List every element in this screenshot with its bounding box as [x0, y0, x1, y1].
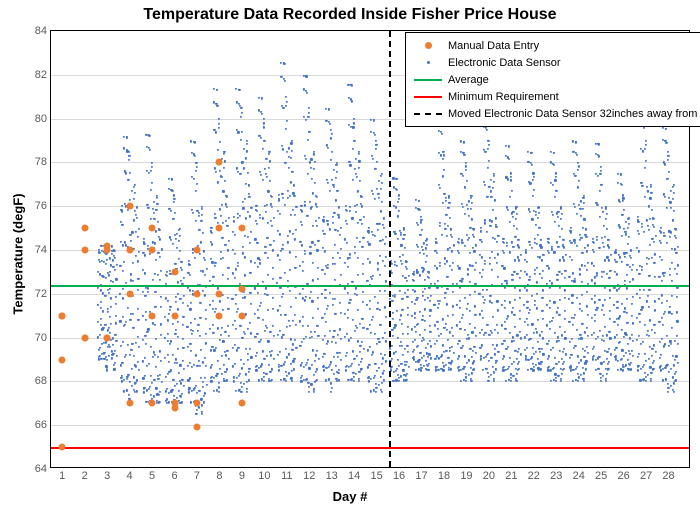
gridline	[51, 425, 689, 426]
sensor-moved-line	[389, 31, 391, 467]
y-tick-label: 78	[35, 156, 51, 168]
y-tick-label: 76	[35, 200, 51, 212]
x-tick-label: 17	[415, 467, 427, 482]
x-tick-label: 7	[194, 467, 200, 482]
x-tick-label: 10	[258, 467, 270, 482]
x-tick-label: 8	[216, 467, 222, 482]
legend-swatch	[414, 113, 442, 115]
gridline	[51, 381, 689, 382]
x-tick-label: 5	[149, 467, 155, 482]
legend-swatch	[414, 61, 442, 64]
y-tick-label: 70	[35, 332, 51, 344]
x-tick-label: 3	[104, 467, 110, 482]
x-tick-label: 19	[460, 467, 472, 482]
x-tick-label: 4	[127, 467, 133, 482]
x-tick-label: 13	[326, 467, 338, 482]
minimum-requirement-line	[51, 447, 689, 449]
x-tick-label: 2	[82, 467, 88, 482]
legend-label: Manual Data Entry	[448, 40, 539, 52]
legend-item: Electronic Data Sensor	[414, 54, 700, 71]
x-tick-label: 27	[640, 467, 652, 482]
legend-label: Moved Electronic Data Sensor 32inches aw…	[448, 108, 700, 120]
legend-swatch	[414, 79, 442, 81]
x-tick-label: 12	[303, 467, 315, 482]
gridline	[51, 162, 689, 163]
x-tick-label: 26	[618, 467, 630, 482]
x-tick-label: 14	[348, 467, 360, 482]
legend-item: Minimum Requirement	[414, 88, 700, 105]
x-tick-label: 22	[528, 467, 540, 482]
y-tick-label: 84	[35, 25, 51, 37]
y-tick-label: 80	[35, 113, 51, 125]
temperature-chart: Temperature Data Recorded Inside Fisher …	[0, 0, 700, 508]
x-tick-label: 15	[370, 467, 382, 482]
x-tick-label: 11	[281, 467, 292, 482]
y-tick-label: 82	[35, 69, 51, 81]
gridline	[51, 338, 689, 339]
y-tick-label: 68	[35, 375, 51, 387]
legend-label: Average	[448, 74, 489, 86]
x-tick-label: 28	[662, 467, 674, 482]
legend-item: Average	[414, 71, 700, 88]
x-tick-label: 25	[595, 467, 607, 482]
x-axis-label: Day #	[0, 489, 700, 504]
x-tick-label: 21	[505, 467, 517, 482]
y-tick-label: 74	[35, 244, 51, 256]
x-tick-label: 16	[393, 467, 405, 482]
y-tick-label: 72	[35, 288, 51, 300]
legend-item: Manual Data Entry	[414, 37, 700, 54]
legend-label: Minimum Requirement	[448, 91, 559, 103]
x-tick-label: 9	[239, 467, 245, 482]
x-tick-label: 18	[438, 467, 450, 482]
x-tick-label: 20	[483, 467, 495, 482]
x-tick-label: 1	[59, 467, 65, 482]
average-line	[51, 285, 689, 287]
legend-label: Electronic Data Sensor	[448, 57, 561, 69]
legend-swatch	[414, 42, 442, 49]
x-tick-label: 24	[573, 467, 585, 482]
legend-item: Moved Electronic Data Sensor 32inches aw…	[414, 105, 700, 122]
y-tick-label: 66	[35, 419, 51, 431]
legend: Manual Data Entry Electronic Data Sensor A…	[405, 32, 700, 127]
x-tick-label: 23	[550, 467, 562, 482]
chart-title: Temperature Data Recorded Inside Fisher …	[0, 6, 700, 24]
y-axis-label: Temperature (degF)	[11, 193, 26, 314]
legend-swatch	[414, 96, 442, 98]
x-tick-label: 6	[171, 467, 177, 482]
y-tick-label: 64	[35, 463, 51, 475]
